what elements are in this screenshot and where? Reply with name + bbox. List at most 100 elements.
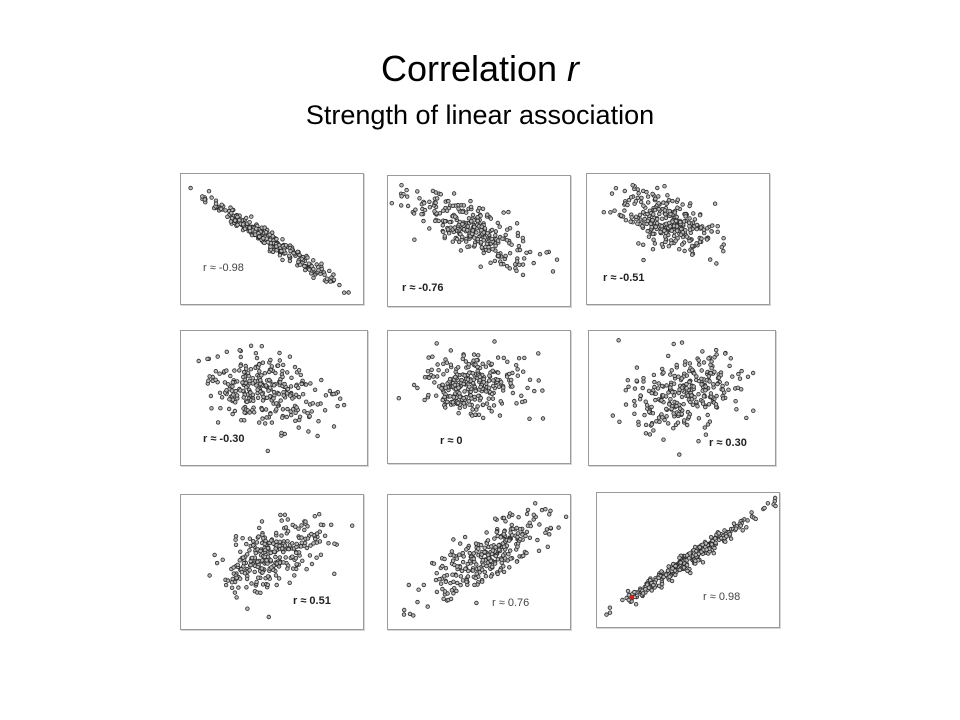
scatter-point [684, 381, 689, 387]
scatter-point [315, 402, 320, 407]
scatter-point [213, 369, 218, 374]
scatter-point [501, 355, 506, 361]
scatter-point [411, 613, 416, 618]
scatter-point [612, 208, 617, 213]
scatter-point [693, 552, 698, 558]
scatter-point [687, 361, 692, 366]
scatter-point [250, 392, 256, 397]
scatter-point [421, 582, 426, 588]
scatter-point [312, 514, 317, 519]
scatter-point [703, 432, 709, 437]
scatter-point [196, 358, 201, 364]
scatter-point [712, 369, 717, 374]
scatter-point [296, 394, 302, 400]
scatter-point [306, 261, 312, 266]
scatter-point [463, 566, 468, 571]
scatter-point [259, 519, 265, 524]
page-title: Correlation r [0, 48, 960, 90]
scatter-point [677, 567, 682, 573]
scatter-point [449, 587, 455, 593]
scatter-point [270, 234, 276, 239]
scatter-point [280, 374, 285, 380]
scatter-point [280, 415, 285, 420]
scatter-point [244, 399, 250, 405]
scatter-point [249, 581, 254, 586]
scatter-point [290, 566, 296, 571]
scatter-point [623, 388, 628, 393]
scatter-point [431, 561, 437, 566]
scatter-point [455, 580, 460, 586]
scatter-point [692, 217, 698, 222]
scatter-point [498, 535, 503, 540]
scatter-point [672, 210, 678, 215]
scatter-point [736, 371, 741, 377]
scatter-point [486, 244, 491, 250]
scatter-point [450, 572, 455, 577]
scatter-point [473, 388, 478, 394]
scatter-point [501, 532, 506, 537]
scatter-point [701, 360, 707, 365]
scatter-point [306, 429, 311, 434]
scatter-point [610, 413, 615, 418]
scatter-point [659, 366, 665, 372]
scatter-point [496, 384, 502, 389]
scatter-point [661, 370, 666, 375]
scatter-point [699, 382, 704, 387]
scatter-point [675, 197, 680, 202]
scatter-point [415, 599, 420, 605]
scatter-point [547, 512, 552, 517]
r-label: r ≈ -0.30 [203, 433, 245, 445]
scatter-point [700, 560, 706, 565]
scatter-point [701, 230, 707, 236]
scatter-point [641, 257, 646, 263]
scatter-panel-r-zero: r ≈ 0 [387, 330, 571, 464]
scatter-point [514, 268, 519, 273]
scatter-point [481, 250, 486, 256]
scatter-point [269, 565, 274, 570]
scatter-point [265, 574, 271, 579]
scatter-point [399, 182, 404, 188]
scatter-point [653, 397, 658, 403]
scatter-point [655, 185, 660, 191]
scatter-point [282, 381, 287, 387]
scatter-point [235, 214, 240, 220]
scatter-point [626, 384, 631, 389]
scatter-point [249, 555, 255, 561]
scatter-point [640, 591, 646, 596]
scatter-point [290, 396, 295, 401]
scatter-point [689, 248, 695, 254]
scatter-point [640, 385, 645, 391]
scatter-point [255, 395, 261, 400]
scatter-point [296, 259, 301, 264]
scatter-point [632, 589, 637, 595]
scatter-point [207, 573, 212, 578]
scatter-point [490, 368, 495, 373]
scatter-point [447, 219, 452, 225]
scatter-point [635, 221, 640, 226]
scatter-point [515, 230, 521, 236]
scatter-point [289, 375, 294, 380]
scatter-point [745, 374, 751, 379]
scatter-point [262, 554, 267, 559]
scatter-point [656, 381, 661, 386]
scatter-point [303, 519, 308, 524]
scatter-point [328, 522, 334, 527]
scatter-point [641, 188, 646, 194]
scatter-point [262, 541, 267, 547]
scatter-point [505, 359, 510, 364]
scatter-point [224, 368, 229, 373]
scatter-point [532, 388, 537, 394]
scatter-point [442, 589, 448, 594]
scatter-point [468, 198, 473, 204]
scatter-point [255, 387, 260, 392]
scatter-point [283, 525, 289, 530]
scatter-point [653, 391, 658, 396]
scatter-point [469, 396, 474, 401]
scatter-point [651, 582, 656, 588]
scatter-point [514, 559, 520, 564]
scatter-point [280, 407, 286, 412]
scatter-point [531, 260, 536, 266]
scatter-point [260, 532, 265, 537]
scatter-point [679, 376, 684, 381]
scatter-point [489, 236, 494, 242]
